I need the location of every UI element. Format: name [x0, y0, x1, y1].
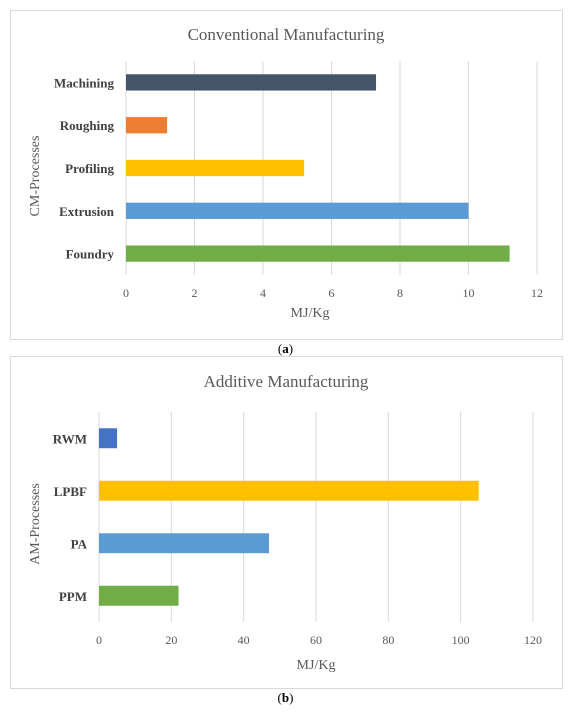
x-tick-label: 0: [123, 286, 129, 300]
category-label: Profiling: [65, 161, 114, 176]
chart-cm-svg: Conventional Manufacturing CM-Processes …: [28, 25, 543, 321]
category-label: Extrusion: [59, 204, 115, 219]
bar: [126, 159, 305, 177]
x-tick-label: 120: [524, 633, 542, 647]
x-tick-label: 6: [329, 286, 335, 300]
plot-area: 0 20 40 60 80 100 120 RWM LPBF PA PPM: [53, 412, 542, 647]
bar: [126, 74, 377, 91]
bar: [126, 245, 510, 262]
x-axis-label: MJ/Kg: [291, 306, 330, 321]
x-axis-label: MJ/Kg: [297, 658, 336, 673]
x-tick-label: 100: [452, 633, 470, 647]
category-label: Roughing: [60, 118, 115, 133]
chart-title: Additive Manufacturing: [204, 372, 369, 391]
category-label: PPM: [59, 589, 87, 604]
category-label: Foundry: [66, 247, 115, 262]
category-label: Machining: [54, 75, 114, 90]
bar: [99, 428, 118, 449]
x-tick-label: 80: [382, 633, 394, 647]
x-tick-label: 12: [531, 286, 543, 300]
plot-area: 0 2 4 6 8 10 12 Machining Roughing Profiling Extru…: [54, 61, 543, 300]
category-label: LPBF: [54, 484, 87, 499]
chart-panel-cm: Conventional Manufacturing CM-Processes …: [10, 10, 563, 340]
chart-am-svg: Additive Manufacturing AM-Processes MJ/K…: [28, 372, 542, 673]
caption-letter: b: [281, 690, 290, 705]
figure-caption-b: (b): [277, 690, 294, 705]
x-tick-label: 0: [96, 633, 102, 647]
x-tick-label: 60: [310, 633, 322, 647]
bar: [126, 202, 469, 219]
y-axis-label: CM-Processes: [28, 136, 43, 217]
category-label: RWM: [53, 431, 87, 446]
x-tick-label: 8: [397, 286, 403, 300]
y-axis-label: AM-Processes: [28, 483, 43, 565]
bar: [99, 480, 479, 501]
x-tick-label: 40: [238, 633, 250, 647]
bar: [126, 117, 168, 134]
figure-caption-a: (a): [277, 341, 294, 356]
bar: [99, 533, 269, 554]
bar: [99, 585, 179, 606]
category-label: PA: [71, 536, 88, 551]
chart-panel-am: Additive Manufacturing AM-Processes MJ/K…: [10, 356, 563, 689]
x-tick-label: 20: [165, 633, 177, 647]
chart-title: Conventional Manufacturing: [188, 25, 385, 44]
x-tick-label: 10: [463, 286, 475, 300]
x-tick-label: 4: [260, 286, 266, 300]
x-tick-label: 2: [192, 286, 198, 300]
caption-letter: a: [282, 341, 289, 356]
